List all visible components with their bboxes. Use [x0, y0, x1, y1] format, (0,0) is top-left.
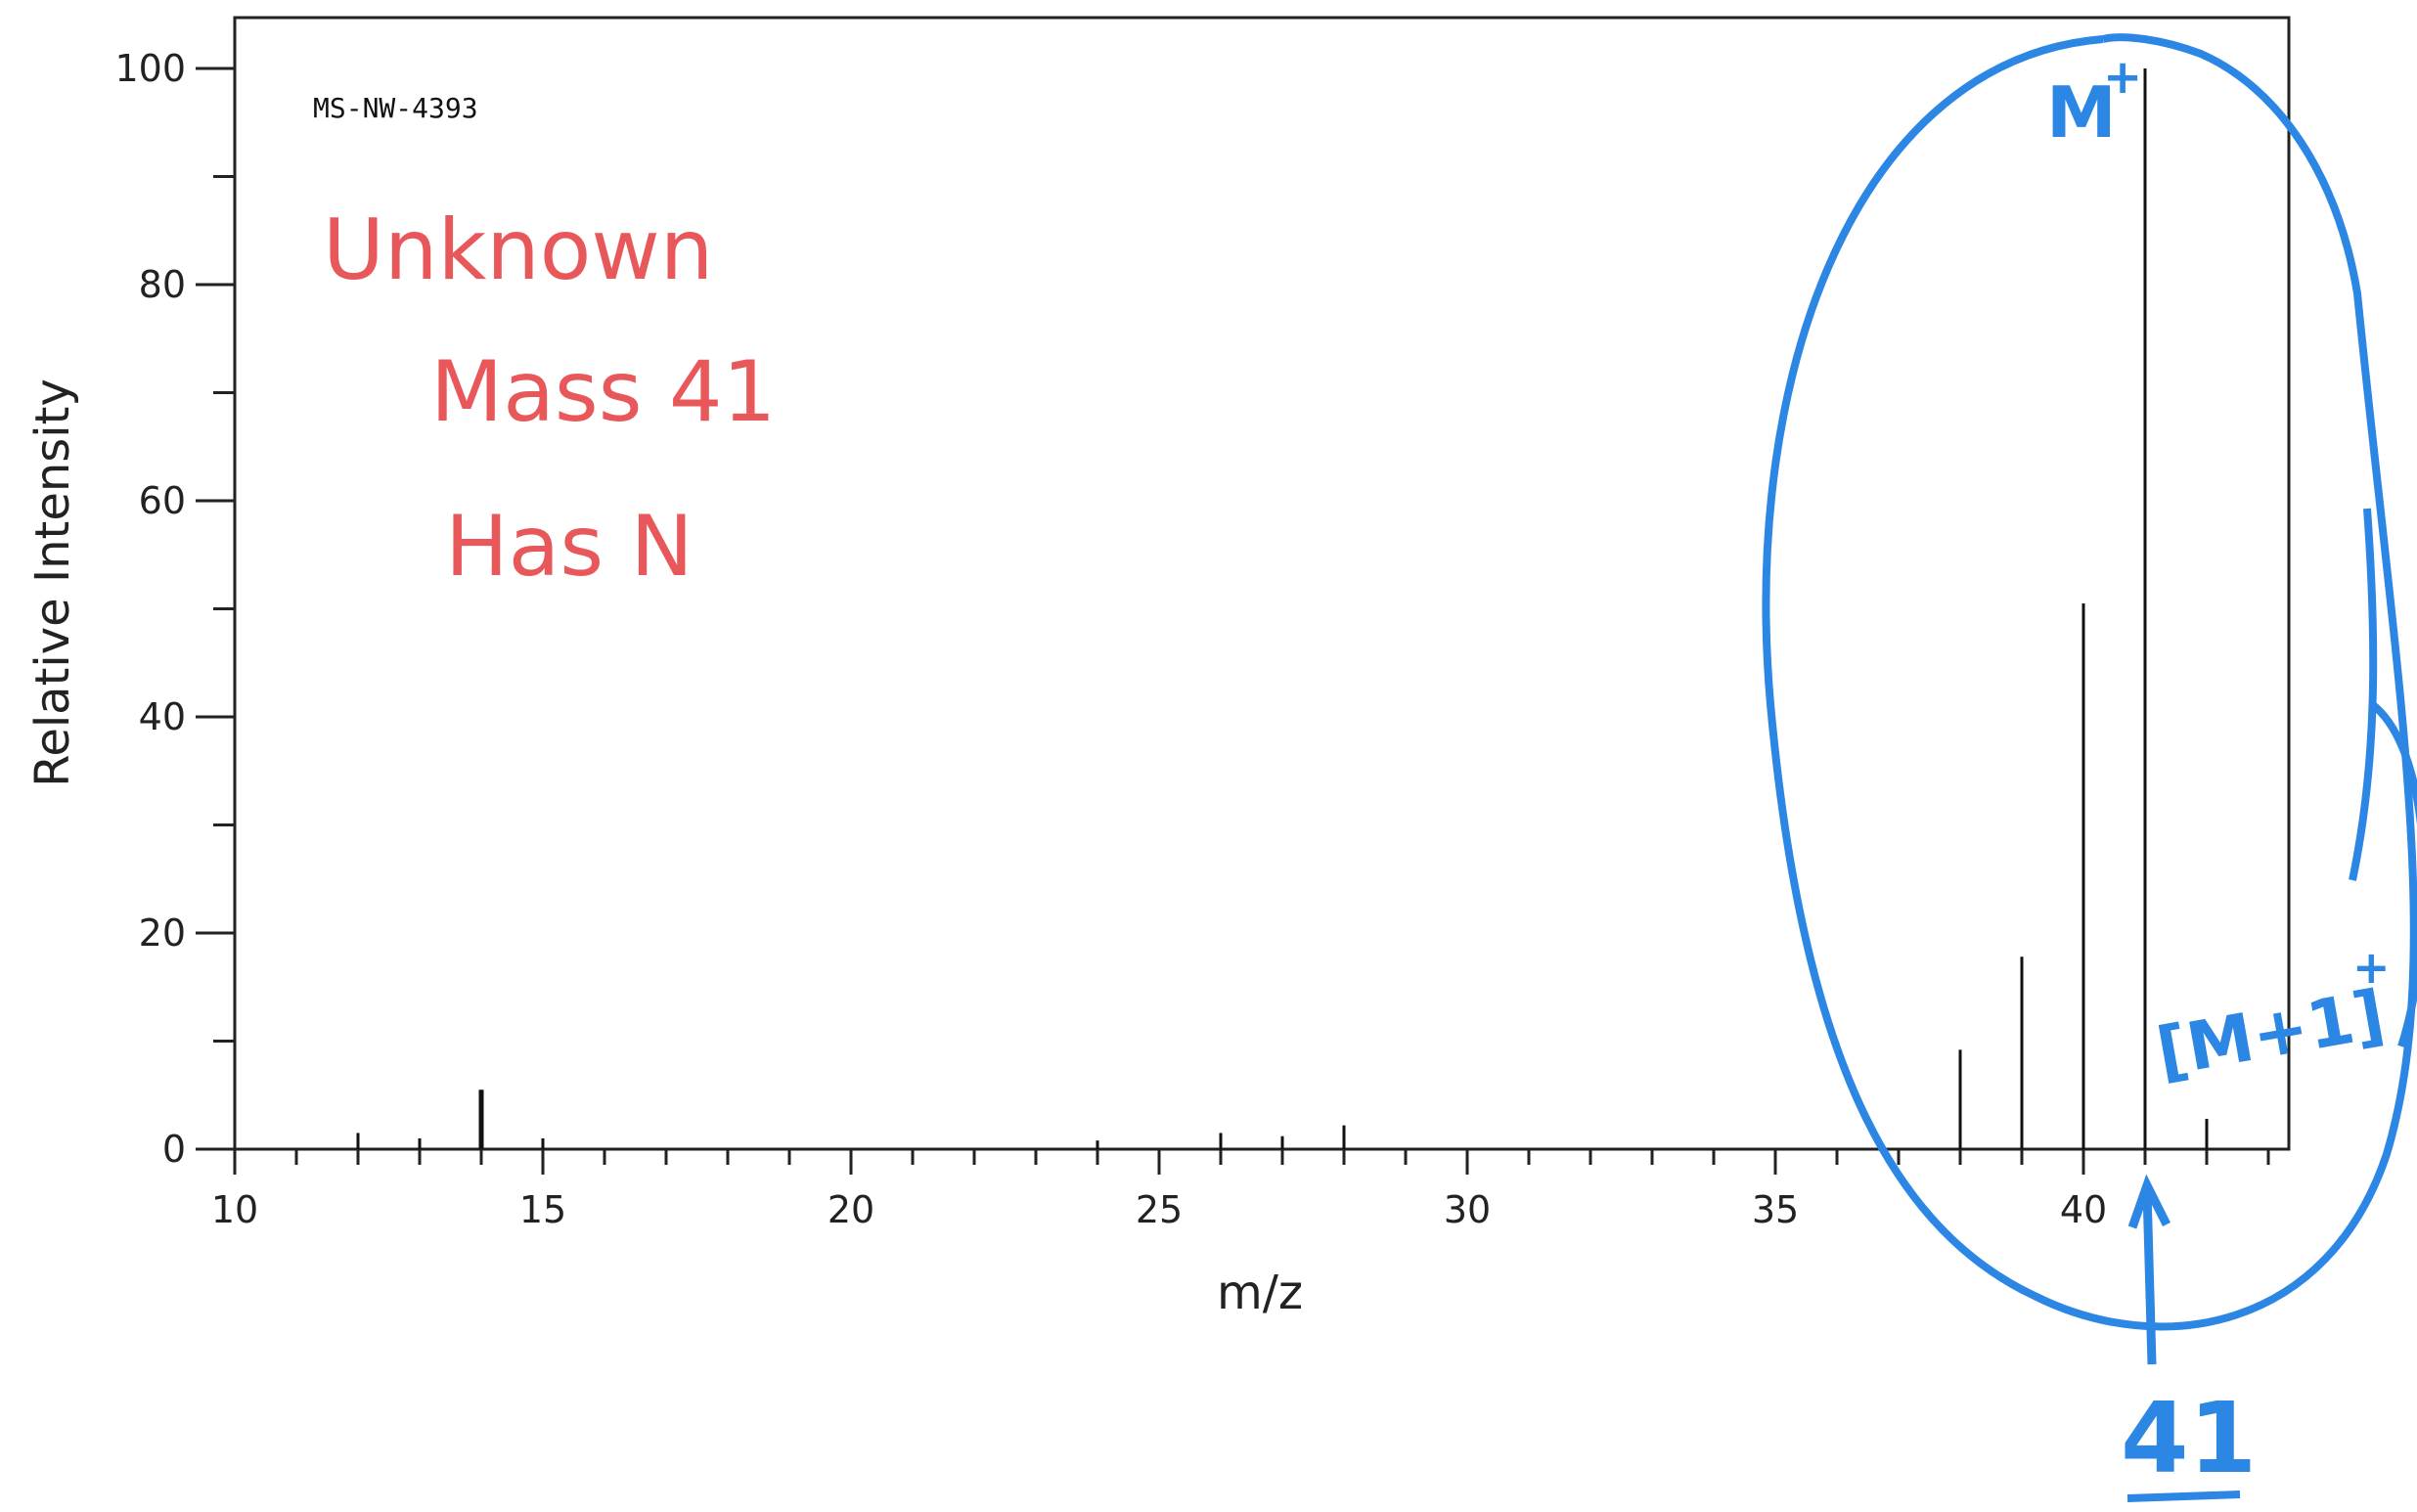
- m-plus-label: M: [2046, 71, 2117, 154]
- spectrum-id-label: MS-NW-4393: [313, 92, 478, 124]
- x-tick-label: 30: [1444, 1188, 1491, 1231]
- bracket-curve-annotation: [2369, 700, 2417, 1048]
- y-tick-label: 80: [139, 263, 186, 306]
- arrow-shaft: [2142, 1190, 2157, 1365]
- x-tick-label: 25: [1136, 1188, 1183, 1231]
- arrow-value-underline: [2126, 1490, 2241, 1502]
- circle-annotation: [1762, 33, 2417, 1331]
- plot-frame: [233, 16, 2291, 1151]
- m-plus-one-label: [M+1]: [2151, 976, 2390, 1091]
- y-tick-label: 40: [139, 695, 186, 738]
- y-axis-label: Relative Intensity: [25, 378, 80, 787]
- x-tick-label: 40: [2060, 1188, 2107, 1231]
- y-axis: 0 20 40 60 80 100: [114, 47, 235, 1171]
- y-tick-label: 0: [162, 1128, 186, 1171]
- y-tick-label: 100: [114, 47, 186, 90]
- y-tick-label: 60: [139, 479, 186, 522]
- x-tick-label: 35: [1752, 1188, 1799, 1231]
- note-has-n: Has N: [445, 498, 694, 596]
- x-tick-label: 15: [519, 1188, 566, 1231]
- m-plus-one-superscript: +: [2352, 941, 2391, 994]
- peaks-group: [356, 68, 2209, 1149]
- m-plus-superscript: +: [2103, 50, 2142, 105]
- x-axis: 10 15 20 25 30 35 40: [211, 1149, 2270, 1231]
- arrow-value-label: 41: [2121, 1381, 2257, 1495]
- arrow-head-icon: [2127, 1174, 2171, 1229]
- x-axis-label: m/z: [1217, 1266, 1303, 1320]
- note-unknown: Unknown: [323, 201, 713, 299]
- y-tick-label: 20: [139, 912, 186, 955]
- note-mass: Mass 41: [430, 343, 776, 441]
- x-tick-label: 20: [828, 1188, 874, 1231]
- x-tick-label: 10: [211, 1188, 258, 1231]
- bracket-stroke-annotation: [2349, 508, 2378, 881]
